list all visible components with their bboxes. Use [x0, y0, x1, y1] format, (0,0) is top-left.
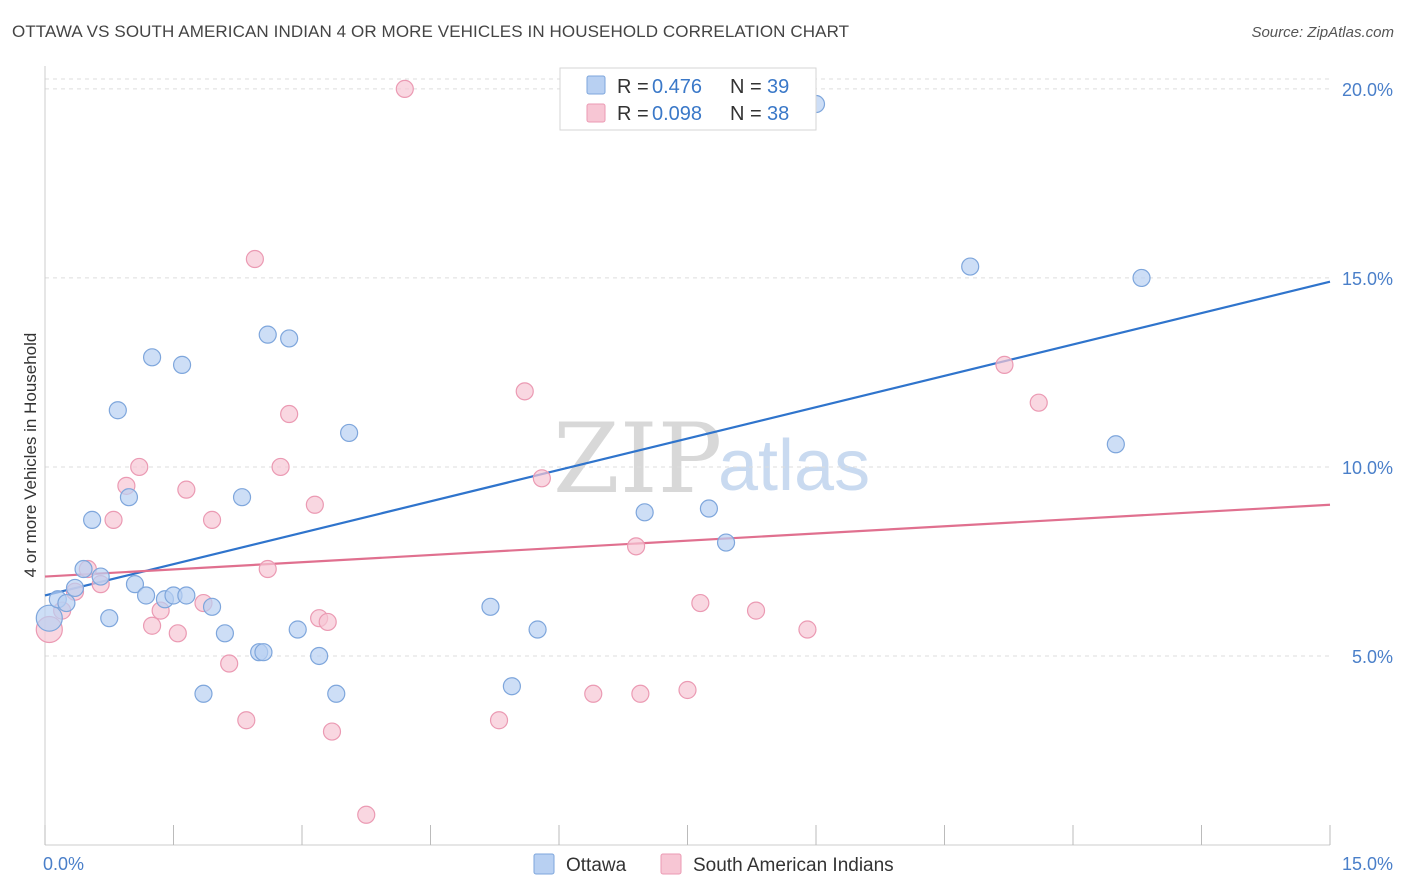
trend-line-ottawa — [44, 280, 1331, 597]
bottom-legend-label-sai: South American Indians — [693, 855, 894, 876]
point-sai — [489, 711, 509, 730]
trend-line-sai — [44, 503, 1331, 578]
chart-title: OTTAWA VS SOUTH AMERICAN INDIAN 4 OR MOR… — [12, 22, 850, 41]
point-sai — [631, 684, 650, 703]
point-ottawa — [340, 423, 359, 443]
point-ottawa — [119, 488, 139, 507]
watermark-zip: ZIP — [553, 403, 722, 515]
point-ottawa — [91, 567, 110, 586]
axes — [44, 66, 1331, 846]
point-sai — [626, 537, 646, 556]
y-tick-label: 20.0% — [1342, 80, 1393, 100]
point-ottawa — [481, 597, 500, 616]
watermark: ZIP atlas — [553, 403, 870, 515]
grid — [45, 78, 1330, 657]
point-sai — [357, 805, 376, 824]
point-ottawa — [699, 499, 719, 518]
point-sai — [237, 711, 256, 730]
point-sai — [142, 616, 162, 635]
point-ottawa — [172, 355, 192, 374]
point-ottawa — [125, 575, 145, 594]
point-sai — [532, 469, 551, 488]
point-ottawa — [100, 609, 119, 628]
watermark-atlas: atlas — [718, 426, 870, 506]
legend: R = 0.476 N = 39 R = 0.098 N = 38 — [559, 67, 817, 131]
point-sai — [202, 510, 222, 529]
legend-n-label-ottawa: N = — [730, 76, 762, 98]
point-ottawa — [232, 488, 252, 507]
point-ottawa — [57, 593, 76, 613]
point-ottawa — [74, 559, 93, 579]
point-ottawa — [528, 620, 547, 639]
point-sai — [515, 382, 534, 401]
point-sai — [130, 457, 149, 477]
point-sai — [322, 722, 342, 741]
point-ottawa — [327, 684, 346, 703]
point-ottawa — [310, 646, 329, 666]
point-ottawa — [215, 624, 234, 643]
point-ottawa — [136, 586, 156, 605]
y-tick-label: 15.0% — [1342, 269, 1393, 289]
legend-n-label-sai: N = — [730, 103, 762, 125]
point-ottawa — [502, 677, 521, 696]
point-sai — [1029, 393, 1048, 412]
point-ottawa — [83, 510, 102, 529]
point-sai — [318, 612, 337, 632]
point-ottawa — [288, 620, 307, 639]
point-sai — [245, 249, 264, 269]
legend-swatch-ottawa — [586, 75, 606, 95]
trend-lines — [44, 280, 1331, 597]
point-sai — [678, 680, 697, 700]
point-sai — [995, 355, 1014, 374]
point-ottawa — [35, 604, 63, 632]
point-sai — [798, 620, 817, 639]
x-tick-label: 0.0% — [43, 854, 84, 874]
legend-r-value-sai: 0.098 — [652, 103, 702, 125]
point-ottawa — [280, 329, 299, 348]
point-sai — [168, 624, 187, 643]
point-ottawa — [258, 325, 277, 344]
tick-labels: 5.0% 10.0% 15.0% 20.0% 0.0% 15.0% — [43, 80, 1393, 874]
y-tick-label: 10.0% — [1342, 458, 1393, 478]
x-tick-label: 15.0% — [1342, 854, 1393, 874]
point-ottawa — [202, 597, 222, 616]
legend-r-label-sai: R = — [617, 103, 649, 125]
legend-r-label-ottawa: R = — [617, 76, 649, 98]
point-ottawa — [635, 503, 654, 522]
point-ottawa — [108, 401, 127, 420]
point-ottawa — [177, 586, 196, 605]
bottom-legend-swatch-ottawa — [533, 853, 555, 875]
point-sai — [220, 654, 239, 673]
point-ottawa — [961, 257, 980, 276]
point-sai — [584, 684, 603, 703]
bottom-legend-swatch-sai — [660, 853, 682, 875]
point-sai — [177, 480, 196, 499]
legend-n-value-ottawa: 39 — [767, 76, 789, 98]
point-sai — [305, 495, 324, 514]
point-sai — [746, 601, 766, 620]
point-ottawa — [254, 643, 273, 662]
points — [35, 79, 1151, 824]
point-sai — [258, 559, 277, 579]
point-sai — [280, 404, 299, 424]
source-credit: Source: ZipAtlas.com — [1251, 24, 1394, 41]
bottom-legend: Ottawa South American Indians — [533, 853, 894, 876]
point-sai — [691, 593, 710, 613]
point-ottawa — [1132, 268, 1151, 288]
point-ottawa — [194, 684, 213, 703]
point-ottawa — [716, 533, 736, 552]
point-sai — [395, 79, 414, 99]
y-axis-label: 4 or more Vehicles in Household — [21, 333, 40, 578]
legend-swatch-sai — [586, 103, 606, 123]
point-sai — [104, 510, 123, 529]
legend-r-value-ottawa: 0.476 — [652, 76, 702, 98]
y-tick-label: 5.0% — [1352, 647, 1393, 667]
point-ottawa — [65, 578, 85, 598]
point-sai — [271, 457, 290, 477]
bottom-legend-label-ottawa: Ottawa — [566, 855, 627, 876]
point-ottawa — [142, 348, 162, 367]
point-ottawa — [1106, 435, 1125, 454]
legend-n-value-sai: 38 — [767, 103, 789, 125]
